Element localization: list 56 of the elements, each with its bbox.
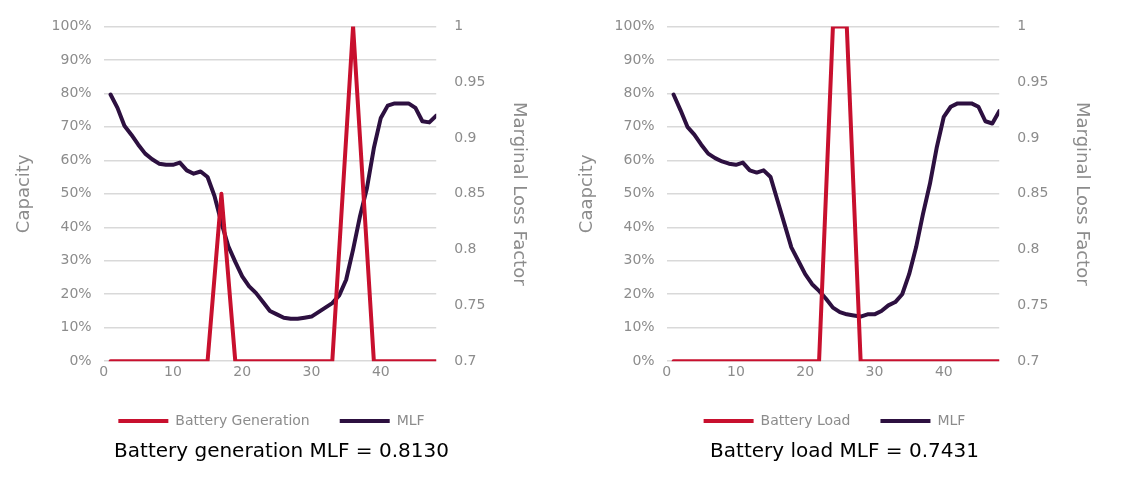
x-tick-label: 10	[727, 363, 745, 380]
y-tick-label: 50%	[60, 184, 92, 201]
y-tick-label: 50%	[623, 184, 655, 201]
y-tick-label: 30%	[623, 251, 655, 268]
y-tick-label: 80%	[623, 84, 655, 100]
y2-tick-label: 0.95	[1017, 72, 1049, 89]
y2-tick-label: 1	[454, 17, 464, 34]
y2-tick-label: 0.8	[1017, 240, 1040, 257]
x-tick-label: 30	[865, 363, 884, 380]
y-axis-title: Capacity	[12, 154, 34, 234]
y2-tick-label: 0.85	[454, 184, 486, 201]
y-tick-label: 100%	[614, 17, 655, 34]
y-tick-label: 90%	[60, 50, 92, 67]
y-tick-label: 10%	[623, 318, 655, 335]
y-tick-label: 90%	[623, 50, 655, 67]
y2-tick-label: 0.9	[1017, 128, 1040, 145]
y-tick-label: 80%	[60, 84, 92, 100]
y-tick-label: 70%	[60, 117, 92, 134]
y-tick-label: 40%	[623, 217, 655, 234]
x-tick-label: 30	[302, 363, 321, 380]
y-tick-label: 0%	[632, 351, 655, 368]
y2-tick-label: 0.9	[454, 128, 477, 145]
y2-tick-label: 0.7	[1017, 351, 1040, 368]
y2-tick-label: 1	[1017, 17, 1027, 34]
y-tick-label: 20%	[60, 284, 92, 301]
legend-label: MLF	[396, 411, 425, 428]
y-tick-label: 60%	[623, 150, 655, 167]
y-tick-label: 30%	[60, 251, 92, 268]
y-tick-label: 60%	[60, 150, 92, 167]
y-tick-label: 0%	[69, 351, 92, 368]
x-tick-label: 0	[99, 363, 109, 380]
y2-tick-label: 0.85	[1017, 184, 1049, 201]
y-tick-label: 20%	[623, 284, 655, 301]
y-tick-label: 10%	[60, 318, 92, 335]
y2-tick-label: 0.75	[454, 296, 486, 313]
y-tick-label: 70%	[623, 117, 655, 134]
y2-axis-title: Marginal Loss Factor	[509, 102, 531, 287]
y2-tick-label: 0.8	[454, 240, 477, 257]
text: Battery load MLF = 0.7431	[709, 438, 980, 462]
y-tick-label: 40%	[60, 217, 92, 234]
y-axis-title: Caapcity	[575, 154, 597, 234]
legend-label: Battery Generation	[175, 411, 310, 428]
legend-label: Battery Load	[760, 411, 851, 428]
y2-axis-title: Marginal Loss Factor	[1072, 102, 1094, 287]
x-tick-label: 20	[233, 363, 252, 380]
text: Battery generation MLF = 0.8130	[113, 438, 450, 462]
x-tick-label: 20	[796, 363, 815, 380]
y-tick-label: 100%	[51, 17, 92, 34]
x-tick-label: 40	[934, 363, 953, 380]
x-tick-label: 0	[662, 363, 672, 380]
y2-tick-label: 0.75	[1017, 296, 1049, 313]
y2-tick-label: 0.7	[454, 351, 477, 368]
legend-label: MLF	[937, 411, 966, 428]
y2-tick-label: 0.95	[454, 72, 486, 89]
x-tick-label: 10	[164, 363, 182, 380]
x-tick-label: 40	[371, 363, 390, 380]
